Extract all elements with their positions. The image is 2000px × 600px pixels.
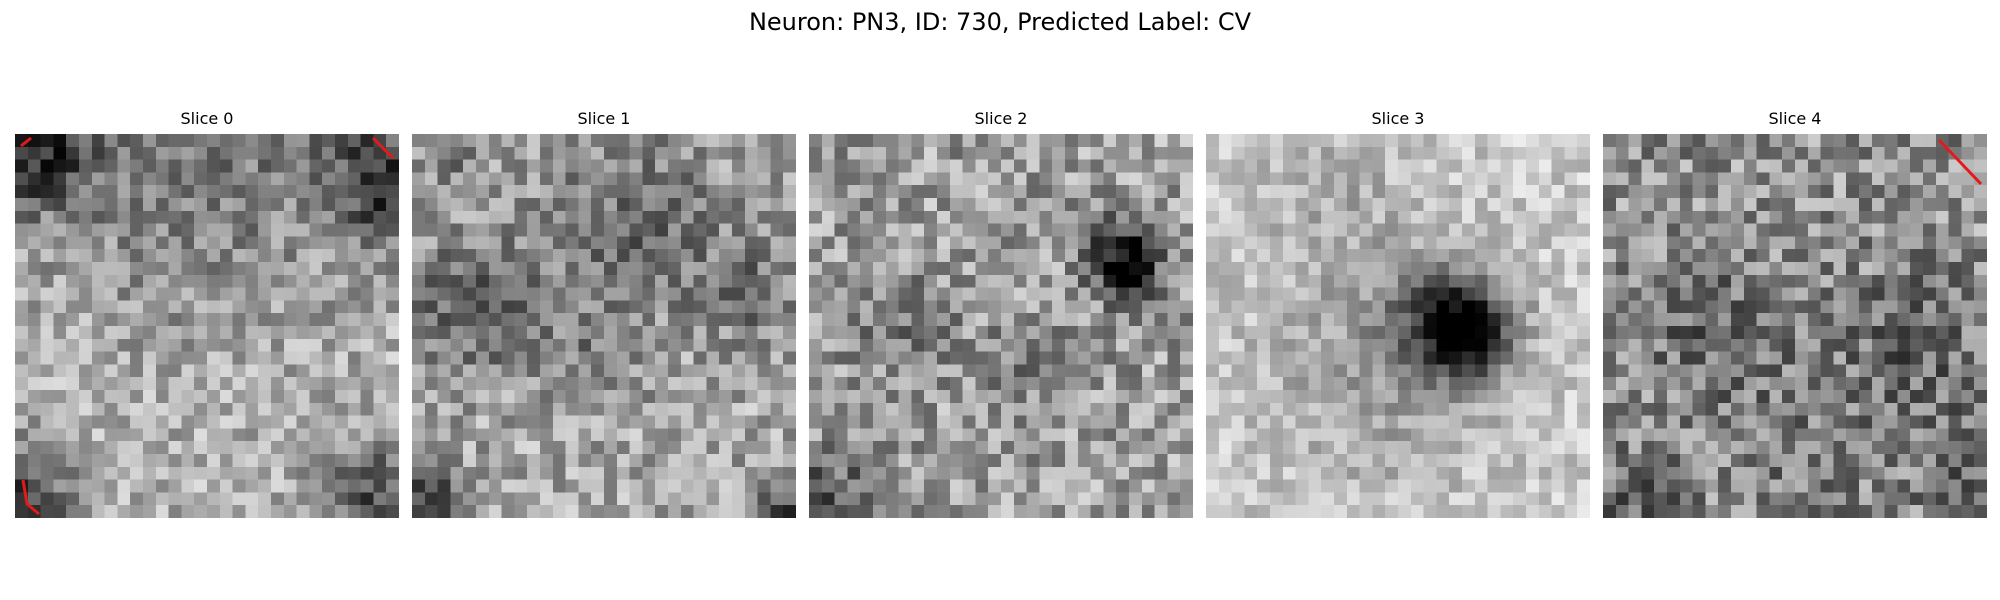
slice-title-1: Slice 1 [412, 108, 796, 130]
slice-panel-1: Slice 1 [412, 108, 796, 520]
slice-image-3 [1206, 134, 1590, 518]
slice-title-3: Slice 3 [1206, 108, 1590, 130]
slice-title-0: Slice 0 [15, 108, 399, 130]
figure-title: Neuron: PN3, ID: 730, Predicted Label: C… [0, 6, 2000, 38]
slice-overlay-4 [1603, 134, 1987, 518]
slice-title-4: Slice 4 [1603, 108, 1987, 130]
contour-segment [23, 480, 39, 514]
slice-image-1 [412, 134, 796, 518]
slice-panel-3: Slice 3 [1206, 108, 1590, 520]
contour-segment [1939, 140, 1981, 184]
slice-panel-4: Slice 4 [1603, 108, 1987, 520]
contour-segment [21, 138, 31, 146]
slice-overlay-0 [15, 134, 399, 518]
slice-image-2 [809, 134, 1193, 518]
slice-panel-0: Slice 0 [15, 108, 399, 520]
contour-segment [373, 138, 393, 158]
slice-panel-2: Slice 2 [809, 108, 1193, 520]
slice-title-2: Slice 2 [809, 108, 1193, 130]
